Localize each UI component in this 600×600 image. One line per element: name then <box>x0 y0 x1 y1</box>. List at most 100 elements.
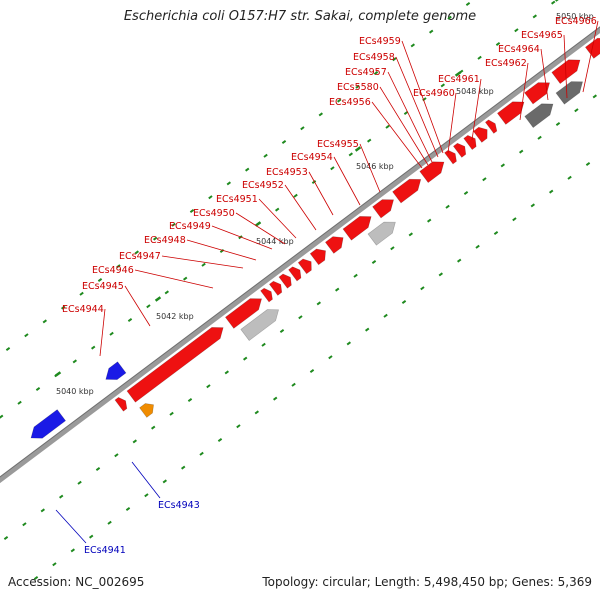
forward-gene-label: ECs4945 <box>82 281 124 292</box>
forward-gene-arrow-top <box>533 93 551 105</box>
forward-gene-arrow <box>126 327 224 403</box>
tick-mark <box>555 122 561 126</box>
leader-line <box>186 239 257 261</box>
forward-gene-arrow <box>224 298 262 329</box>
forward-gene-label: ECs4951 <box>216 194 258 205</box>
leader-line <box>371 101 423 169</box>
forward-gene-arrow-top <box>287 285 296 289</box>
tick-mark <box>281 140 287 144</box>
tick-mark <box>263 153 268 158</box>
scale-label: 5040 kbp <box>56 387 94 396</box>
major-tick <box>254 221 262 227</box>
tick-mark <box>318 112 323 117</box>
tick-mark <box>273 396 278 401</box>
leader-line <box>99 308 106 357</box>
forward-gene-label: ECs4944 <box>62 304 104 315</box>
forward-gene-arrow-top <box>481 138 492 143</box>
forward-gene-label: ECs4949 <box>169 221 211 232</box>
forward-gene-arrow-top <box>123 408 132 412</box>
leader-line <box>359 143 381 193</box>
scale-label: 5048 kbp <box>456 87 494 96</box>
reverse-gene-arrow-top <box>42 420 70 439</box>
tick-mark <box>0 414 4 419</box>
tick-mark <box>300 126 305 131</box>
tick-mark <box>181 465 186 470</box>
forward-gene-label: ECs4956 <box>329 97 371 108</box>
forward-gene-label: ECs4964 <box>498 44 540 55</box>
tick-mark <box>427 218 432 223</box>
backbone <box>0 26 600 484</box>
forward-gene-label: ECs4961 <box>438 74 480 85</box>
tick-mark <box>95 466 101 472</box>
tick-mark <box>420 286 425 291</box>
forward-gene-label: ECs4947 <box>119 251 161 262</box>
tick-mark <box>22 522 27 527</box>
tick-mark <box>146 304 151 309</box>
reverse-gene-label: ECs4943 <box>158 500 200 511</box>
tick-mark <box>445 204 450 209</box>
tick-mark <box>328 355 333 360</box>
forward-gene-arrow <box>268 280 283 296</box>
tick-mark <box>153 236 158 241</box>
scale-label: 5042 kbp <box>156 312 194 321</box>
tick-mark <box>429 29 434 34</box>
tick-mark <box>224 370 229 375</box>
forward-gene-arrow <box>297 258 312 275</box>
scale-label: 5044 kbp <box>256 237 294 246</box>
forward-gene-arrow <box>584 37 600 59</box>
forward-gene-arrow-top <box>277 292 286 296</box>
forward-gene-arrow <box>288 266 302 282</box>
grey-feature <box>240 309 279 342</box>
dark-grey-feature <box>524 103 554 129</box>
tick-mark <box>475 244 480 249</box>
reverse-gene-arrow <box>30 409 67 439</box>
forward-gene-label: ECs5580 <box>337 82 379 93</box>
tick-mark <box>79 291 84 296</box>
scale-label: 5046 kbp <box>356 162 394 171</box>
forward-gene-arrow <box>524 82 550 105</box>
leader-line <box>55 509 87 544</box>
tick-mark <box>348 152 353 157</box>
tick-mark <box>353 273 358 278</box>
leader-line <box>563 34 568 99</box>
leader-line <box>134 269 214 289</box>
tick-mark <box>70 548 75 553</box>
tick-mark <box>144 493 149 498</box>
tick-mark <box>373 71 379 75</box>
leader-line <box>395 56 439 158</box>
tick-mark <box>482 177 487 182</box>
forward-gene-arrow-top <box>318 260 329 266</box>
leader-line <box>124 285 151 327</box>
forward-gene-arrow <box>463 135 477 151</box>
forward-gene-label: ECs4958 <box>353 52 395 63</box>
leader-line <box>387 71 433 163</box>
tick-mark <box>548 189 554 194</box>
tick-mark <box>3 535 9 541</box>
forward-gene-label: ECs4953 <box>266 167 308 178</box>
tick-mark <box>5 346 11 352</box>
forward-gene-arrow <box>472 126 488 143</box>
tick-mark <box>114 453 119 458</box>
tick-mark <box>291 382 296 387</box>
forward-gene-arrow-top <box>269 299 277 303</box>
forward-gene-arrow <box>372 199 394 219</box>
tick-mark <box>408 232 413 237</box>
tick-mark <box>493 231 499 235</box>
tick-mark <box>330 166 335 171</box>
tick-mark <box>17 400 22 405</box>
forward-gene-arrow <box>444 149 457 165</box>
forward-gene-arrow-top <box>453 161 461 165</box>
tick-mark <box>518 149 524 154</box>
tick-mark <box>107 520 112 525</box>
forward-gene-arrow <box>419 161 445 184</box>
tick-mark <box>77 480 82 485</box>
forward-gene-label: ECs4965 <box>521 30 563 41</box>
leader-line <box>519 62 529 121</box>
forward-gene-arrow-top <box>593 53 600 59</box>
forward-gene-arrow <box>342 216 372 241</box>
forward-gene-arrow-top <box>560 71 582 85</box>
dark-grey-feature-top <box>533 115 555 129</box>
tick-mark <box>463 191 469 195</box>
tick-mark <box>447 15 452 20</box>
forward-gene-label: ECs4948 <box>144 235 186 246</box>
